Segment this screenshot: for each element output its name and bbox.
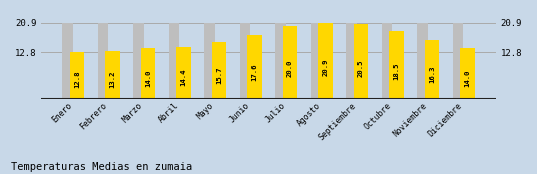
Text: 20.0: 20.0 [287, 60, 293, 77]
Bar [318, 23, 333, 99]
Bar [141, 48, 155, 99]
Text: 20.5: 20.5 [358, 59, 364, 77]
Bar [282, 26, 297, 99]
Text: 15.7: 15.7 [216, 66, 222, 84]
Bar [354, 24, 368, 99]
Bar [389, 31, 404, 99]
Text: 20.9: 20.9 [323, 58, 329, 76]
Text: 14.0: 14.0 [145, 69, 151, 86]
Text: 17.6: 17.6 [251, 64, 258, 81]
Bar [105, 51, 120, 99]
Bar [453, 23, 463, 99]
Text: 14.4: 14.4 [180, 68, 186, 86]
Bar [346, 23, 357, 99]
Bar [62, 23, 73, 99]
Bar [98, 23, 108, 99]
Text: 14.0: 14.0 [465, 69, 470, 86]
Bar [425, 39, 439, 99]
Bar [133, 23, 144, 99]
Bar [275, 23, 286, 99]
Bar [460, 48, 475, 99]
Bar [204, 23, 215, 99]
Bar [240, 23, 250, 99]
Bar [247, 35, 262, 99]
Text: 16.3: 16.3 [429, 65, 435, 83]
Bar [169, 23, 179, 99]
Bar [310, 23, 321, 99]
Text: Temperaturas Medias en zumaia: Temperaturas Medias en zumaia [11, 162, 192, 172]
Bar [382, 23, 393, 99]
Bar [212, 42, 227, 99]
Bar [417, 23, 428, 99]
Bar [176, 46, 191, 99]
Text: 13.2: 13.2 [110, 70, 115, 88]
Text: 12.8: 12.8 [74, 71, 80, 88]
Text: 18.5: 18.5 [394, 62, 400, 80]
Bar [70, 52, 84, 99]
